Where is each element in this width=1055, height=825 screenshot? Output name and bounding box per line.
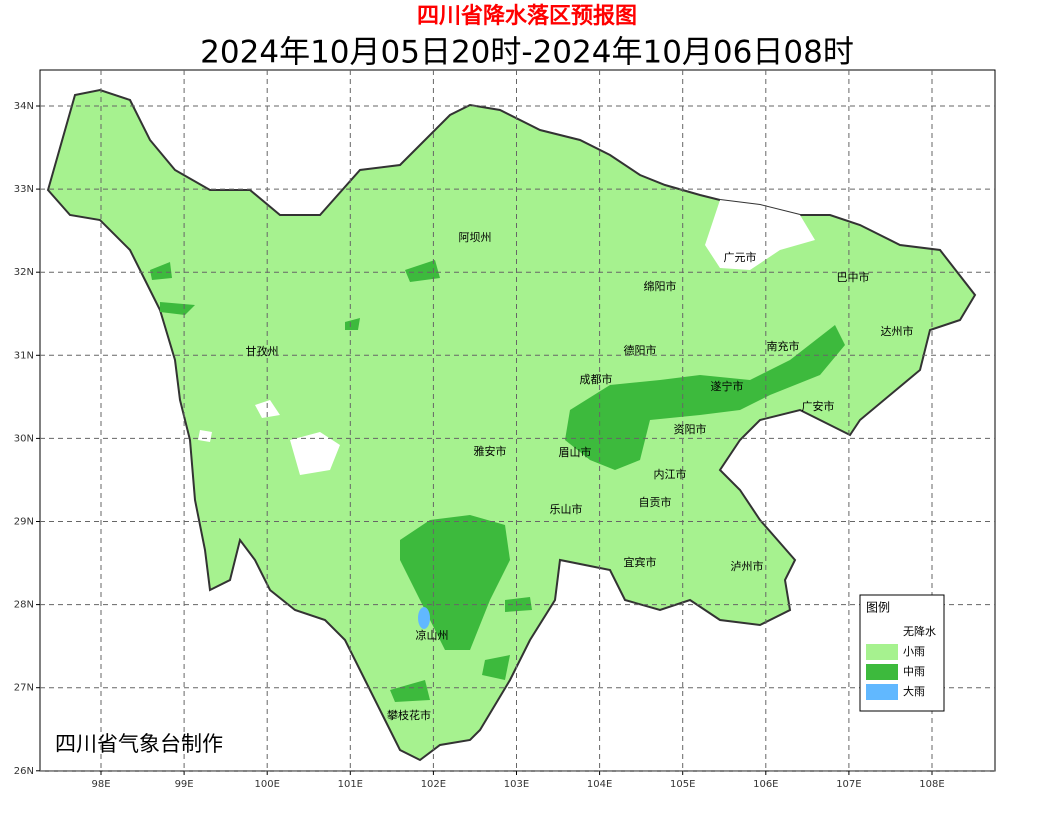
title: 四川省降水落区预报图: [417, 4, 637, 29]
city-label: 遂宁市: [711, 379, 744, 393]
legend-label: 大雨: [903, 684, 925, 698]
city-label: 阿坝州: [459, 230, 492, 244]
city-label: 成都市: [580, 372, 613, 386]
legend-swatch: [866, 684, 898, 700]
lon-tick-label: 101E: [338, 779, 363, 790]
city-label: 广元市: [724, 250, 757, 264]
legend-label: 中雨: [903, 665, 925, 678]
lon-tick-label: 104E: [587, 779, 612, 790]
city-label: 甘孜州: [246, 344, 279, 358]
no-rain-area: [705, 200, 815, 270]
legend-title: 图例: [866, 601, 890, 615]
lon-tick-label: 99E: [175, 779, 194, 790]
city-label: 达州市: [881, 324, 914, 338]
lon-tick-label: 108E: [919, 779, 944, 790]
city-label: 南充市: [767, 339, 800, 353]
heavy-rain-area: [418, 607, 430, 629]
lat-tick-label: 32N: [14, 267, 34, 278]
lon-tick-label: 103E: [504, 779, 529, 790]
legend-swatch: [866, 664, 898, 680]
legend-label: 小雨: [903, 645, 925, 658]
city-label: 宜宾市: [624, 555, 657, 569]
legend-swatch: [866, 644, 898, 660]
legend-label: 无降水: [903, 624, 936, 638]
legend-swatch: [866, 624, 898, 640]
lon-tick-label: 102E: [421, 779, 446, 790]
city-label: 雅安市: [474, 444, 507, 458]
city-label: 内江市: [654, 467, 687, 481]
city-label: 凉山州: [416, 628, 449, 642]
city-label: 攀枝花市: [387, 708, 431, 722]
lon-tick-label: 106E: [753, 779, 778, 790]
lon-tick-label: 98E: [91, 779, 110, 790]
city-label: 广安市: [802, 399, 835, 413]
city-label: 资阳市: [674, 422, 707, 436]
moderate-rain-area: [400, 515, 510, 650]
city-label: 德阳市: [624, 343, 657, 357]
city-label: 自贡市: [639, 495, 672, 509]
subtitle: 2024年10月05日20时-2024年10月06日08时: [200, 35, 854, 71]
lon-tick-label: 105E: [670, 779, 695, 790]
city-label: 泸州市: [731, 559, 764, 573]
lat-tick-label: 31N: [14, 350, 34, 361]
lat-tick-label: 33N: [14, 184, 34, 195]
no-rain-area: [198, 400, 340, 475]
graticule: 98E 99E 100E 101E 102E 103E 104E 105E 106E 107E 10…: [14, 70, 995, 790]
city-label: 乐山市: [550, 502, 583, 516]
lat-tick-label: 28N: [14, 600, 34, 611]
lon-tick-label: 100E: [254, 779, 279, 790]
city-label: 绵阳市: [644, 279, 677, 293]
lat-tick-label: 30N: [14, 433, 34, 444]
lat-tick-label: 26N: [14, 766, 34, 777]
lat-tick-label: 29N: [14, 517, 34, 528]
moderate-rain-area: [565, 325, 845, 470]
credit: 四川省气象台制作: [55, 732, 223, 756]
lon-tick-label: 107E: [836, 779, 861, 790]
precip-regions: [46, 88, 977, 762]
lat-tick-label: 34N: [14, 101, 34, 112]
city-label: 巴中市: [837, 270, 870, 284]
lat-tick-label: 27N: [14, 683, 34, 694]
city-label: 眉山市: [559, 445, 592, 459]
